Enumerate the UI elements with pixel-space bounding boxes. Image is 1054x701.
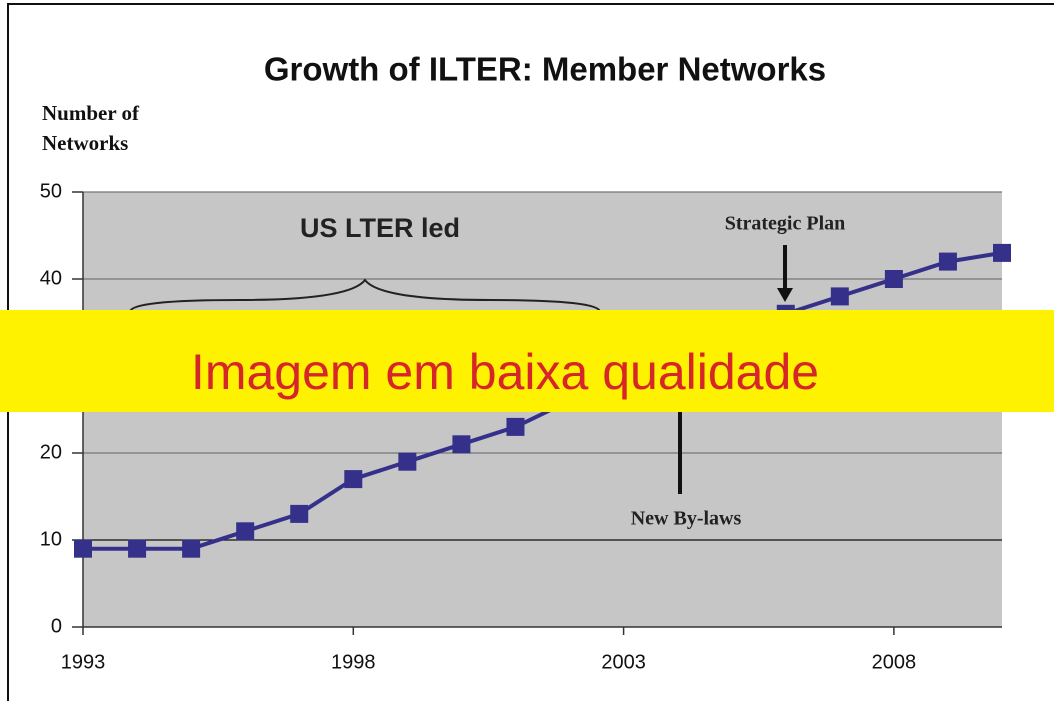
marker — [993, 243, 1011, 262]
chart-title: Growth of ILTER: Member Networks — [264, 51, 826, 88]
marker — [128, 539, 147, 558]
banner-text: Imagem em baixa qualidade — [191, 344, 819, 400]
banner — [0, 310, 1054, 412]
marker — [344, 470, 363, 489]
annotation: New By-laws — [631, 508, 742, 530]
y-tick-label: 10 — [40, 528, 62, 550]
marker — [290, 504, 309, 523]
marker — [182, 539, 201, 558]
y-axis-label: Number of Networks — [42, 101, 140, 155]
x-tick-label: 1993 — [61, 651, 106, 673]
marker — [506, 417, 525, 436]
line — [83, 250, 1003, 551]
marker — [452, 435, 471, 454]
x-tick-label: 1998 — [331, 651, 376, 673]
arrow-head — [777, 288, 793, 302]
x-tick-label: 2003 — [601, 651, 646, 673]
y-tick-label: 0 — [51, 615, 62, 637]
y-tick-label: 40 — [40, 267, 62, 289]
marker — [830, 287, 849, 306]
marker — [884, 270, 903, 288]
annotation: US LTER led — [300, 213, 460, 243]
marker — [398, 452, 417, 471]
brace — [129, 278, 601, 313]
y-tick-label: 50 — [40, 180, 62, 202]
annotation: Strategic Plan — [725, 213, 846, 235]
marker — [74, 539, 92, 558]
marker — [236, 522, 255, 541]
marker — [938, 252, 957, 271]
y-tick-label: 20 — [40, 441, 62, 463]
x-tick-label: 2008 — [872, 651, 917, 673]
